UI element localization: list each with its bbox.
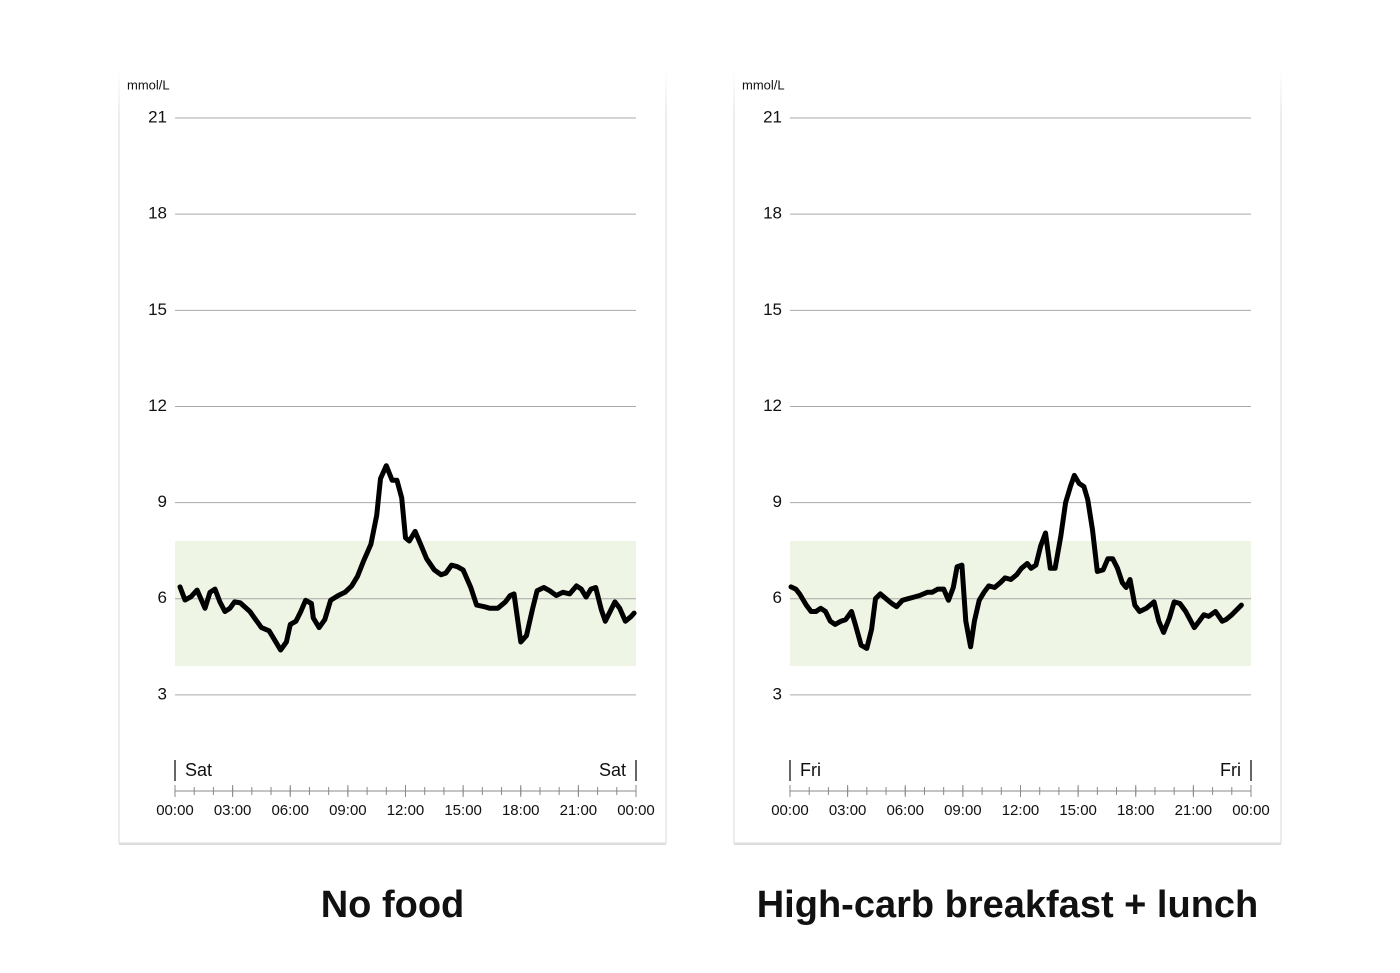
x-tick-label: 06:00 [886,802,924,819]
y-tick-label: 15 [763,300,782,319]
x-tick-label: 21:00 [1175,802,1213,819]
x-tick-label: 03:00 [829,802,867,819]
x-tick-label: 21:00 [560,802,598,819]
y-tick-label: 6 [773,588,782,607]
x-tick-label: 09:00 [944,802,982,819]
day-label: Fri [1220,760,1241,780]
y-tick-label: 18 [148,204,167,223]
x-tick-label: 15:00 [444,802,482,819]
y-tick-label: 3 [158,684,167,703]
x-tick-label: 12:00 [1002,802,1040,819]
y-tick-label: 12 [763,396,782,415]
y-tick-label: 18 [763,204,782,223]
day-label: Sat [599,760,626,780]
y-tick-label: 15 [148,300,167,319]
y-axis-label: mmol/L [127,77,170,92]
y-tick-label: 12 [148,396,167,415]
day-label: Fri [800,760,821,780]
x-tick-label: 12:00 [387,802,425,819]
x-tick-label: 18:00 [502,802,540,819]
x-tick-label: 18:00 [1117,802,1155,819]
panel [119,70,666,843]
x-tick-label: 15:00 [1059,802,1097,819]
y-tick-label: 21 [763,108,782,127]
x-tick-label: 03:00 [214,802,252,819]
glucose-line [788,472,1244,651]
target-range [175,541,636,667]
y-tick-label: 9 [773,492,782,511]
y-tick-label: 3 [773,684,782,703]
caption: High-carb breakfast + lunch [757,884,1259,926]
panel [734,70,1281,843]
caption: No food [321,884,465,926]
y-tick-label: 6 [158,588,167,607]
x-tick-label: 00:00 [771,802,809,819]
x-tick-label: 06:00 [271,802,309,819]
glucose-line [177,463,637,653]
x-tick-label: 00:00 [617,802,655,819]
y-tick-label: 21 [148,108,167,127]
y-tick-label: 9 [158,492,167,511]
day-label: Sat [185,760,212,780]
x-tick-label: 00:00 [156,802,194,819]
x-tick-label: 00:00 [1232,802,1270,819]
x-tick-label: 09:00 [329,802,367,819]
y-axis-label: mmol/L [742,77,785,92]
